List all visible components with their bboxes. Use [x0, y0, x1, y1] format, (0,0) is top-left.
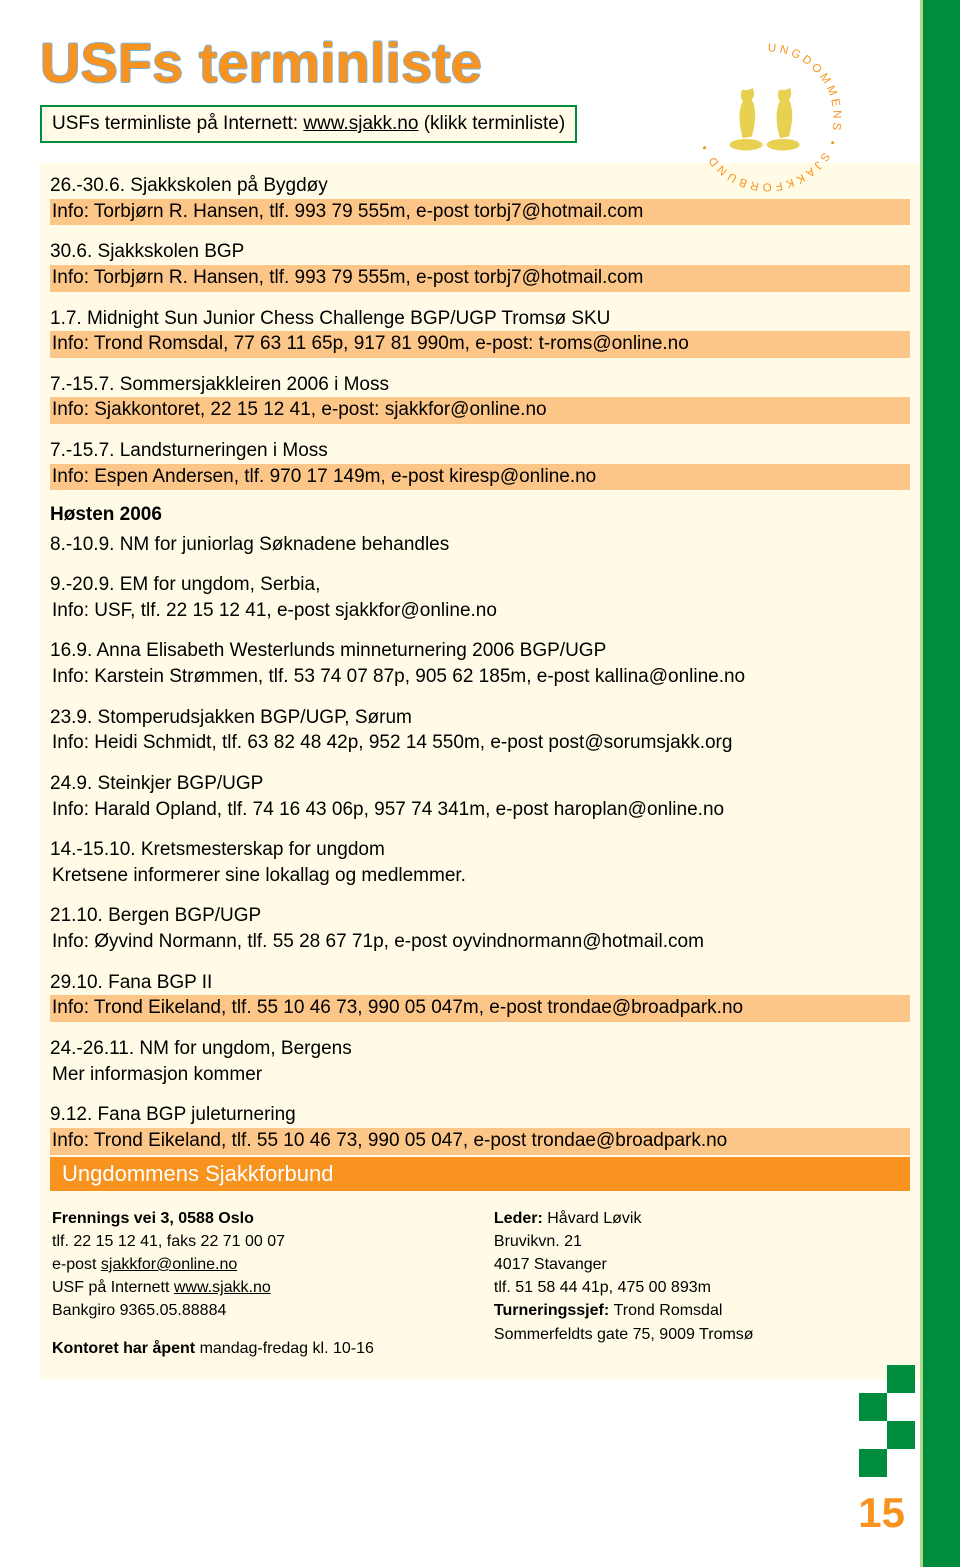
event-title: 14.-15.10. Kretsmesterskap for ungdom — [50, 837, 910, 863]
event-item: 9.-20.9. EM for ungdom, Serbia, Info: US… — [50, 572, 910, 624]
leader-name: Håvard Løvik — [547, 1210, 641, 1227]
event-item: 7.-15.7. Landsturneringen i Moss Info: E… — [50, 438, 910, 490]
footer-bank: Bankgiro 9365.05.88884 — [52, 1299, 374, 1322]
page-number: 15 — [858, 1489, 905, 1537]
event-item: 29.10. Fana BGP II Info: Trond Eikeland,… — [50, 970, 910, 1022]
event-title: 21.10. Bergen BGP/UGP — [50, 903, 910, 929]
event-info: Info: Sjakkontoret, 22 15 12 41, e-post:… — [50, 397, 910, 424]
event-title: 9.-20.9. EM for ungdom, Serbia, — [50, 572, 910, 598]
event-info: Info: Trond Romsdal, 77 63 11 65p, 917 8… — [50, 331, 910, 358]
page-title: USFs terminliste — [40, 30, 482, 95]
footer-band: Ungdommens Sjakkforbund — [50, 1157, 910, 1191]
event-title: 24.-26.11. NM for ungdom, Bergens — [50, 1036, 910, 1062]
event-title: 7.-15.7. Sommersjakkleiren 2006 i Moss — [50, 372, 910, 398]
event-info: Info: Torbjørn R. Hansen, tlf. 993 79 55… — [50, 265, 910, 292]
event-info: Info: Harald Opland, tlf. 74 16 43 06p, … — [50, 797, 910, 824]
event-info: Info: Heidi Schmidt, tlf. 63 82 48 42p, … — [50, 730, 910, 757]
footer-web-label: USF på Internett — [52, 1279, 174, 1296]
tournament-chief-label: Turneringssjef: — [494, 1302, 614, 1319]
event-title: 8.-10.9. NM for juniorlag Søknadene beha… — [50, 532, 910, 558]
event-item: 8.-10.9. NM for juniorlag Søknadene beha… — [50, 532, 910, 558]
event-info: Kretsene informerer sine lokallag og med… — [50, 863, 910, 890]
event-item: 30.6. Sjakkskolen BGP Info: Torbjørn R. … — [50, 239, 910, 291]
footer-right: Leder: Håvard Løvik Bruvikvn. 21 4017 St… — [494, 1207, 754, 1360]
event-item: 7.-15.7. Sommersjakkleiren 2006 i Moss I… — [50, 372, 910, 424]
right-bar — [920, 0, 960, 1567]
season-heading: Høsten 2006 — [50, 504, 910, 526]
footer: Frennings vei 3, 0588 Oslo tlf. 22 15 12… — [40, 1191, 920, 1380]
event-title: 7.-15.7. Landsturneringen i Moss — [50, 438, 910, 464]
footer-hours: mandag-fredag kl. 10-16 — [200, 1340, 374, 1357]
event-title: 9.12. Fana BGP juleturnering — [50, 1102, 910, 1128]
event-title: 1.7. Midnight Sun Junior Chess Challenge… — [50, 306, 910, 332]
footer-phone: tlf. 22 15 12 41, faks 22 71 00 07 — [52, 1230, 374, 1253]
event-info: Mer informasjon kommer — [50, 1062, 910, 1089]
internet-info-box: USFs terminliste på Internett: www.sjakk… — [40, 105, 577, 143]
event-info: Info: Karstein Strømmen, tlf. 53 74 07 8… — [50, 664, 910, 691]
event-title: 29.10. Fana BGP II — [50, 970, 910, 996]
event-item: 1.7. Midnight Sun Junior Chess Challenge… — [50, 306, 910, 358]
event-item: 16.9. Anna Elisabeth Westerlunds minnetu… — [50, 638, 910, 690]
tournament-chief-name: Trond Romsdal — [614, 1302, 723, 1319]
event-item: 24.-26.11. NM for ungdom, Bergens Mer in… — [50, 1036, 910, 1088]
event-item: 14.-15.10. Kretsmesterskap for ungdom Kr… — [50, 837, 910, 889]
leader-label: Leder: — [494, 1210, 547, 1227]
footer-hours-label: Kontoret har åpent — [52, 1340, 200, 1357]
event-item: 21.10. Bergen BGP/UGP Info: Øyvind Norma… — [50, 903, 910, 955]
internet-suffix: (klikk terminliste) — [418, 113, 565, 134]
event-item: 9.12. Fana BGP juleturnering Info: Trond… — [50, 1102, 910, 1154]
svg-text:UNGDOMMENS • SJAKKFORBUND •: UNGDOMMENS • SJAKKFORBUND • — [698, 42, 843, 192]
footer-email-label: e-post — [52, 1256, 101, 1273]
event-info: Info: Trond Eikeland, tlf. 55 10 46 73, … — [50, 995, 910, 1022]
event-title: 30.6. Sjakkskolen BGP — [50, 239, 910, 265]
leader-addr2: 4017 Stavanger — [494, 1253, 754, 1276]
leader-phone: tlf. 51 58 44 41p, 475 00 893m — [494, 1276, 754, 1299]
tournament-chief-addr: Sommerfeldts gate 75, 9009 Tromsø — [494, 1323, 754, 1346]
event-info: Info: Torbjørn R. Hansen, tlf. 993 79 55… — [50, 199, 910, 226]
event-info: Info: Øyvind Normann, tlf. 55 28 67 71p,… — [50, 929, 910, 956]
event-title: 24.9. Steinkjer BGP/UGP — [50, 771, 910, 797]
event-item: 24.9. Steinkjer BGP/UGP Info: Harald Opl… — [50, 771, 910, 823]
event-info: Info: Trond Eikeland, tlf. 55 10 46 73, … — [50, 1128, 910, 1155]
footer-web-link[interactable]: www.sjakk.no — [174, 1279, 271, 1296]
footer-left: Frennings vei 3, 0588 Oslo tlf. 22 15 12… — [52, 1207, 374, 1360]
event-item: 23.9. Stomperudsjakken BGP/UGP, Sørum In… — [50, 705, 910, 757]
usf-logo: UNGDOMMENS • SJAKKFORBUND • — [685, 35, 850, 200]
page-container: USFs terminliste UNGDOMMENS • SJAKKFORBU… — [0, 0, 960, 1567]
event-title: 16.9. Anna Elisabeth Westerlunds minnetu… — [50, 638, 910, 664]
event-info: Info: USF, tlf. 22 15 12 41, e-post sjak… — [50, 598, 910, 625]
footer-address: Frennings vei 3, 0588 Oslo — [52, 1207, 374, 1230]
events-list: 26.-30.6. Sjakkskolen på Bygdøy Info: To… — [40, 163, 920, 1191]
footer-email[interactable]: sjakkfor@online.no — [101, 1256, 237, 1273]
leader-addr1: Bruvikvn. 21 — [494, 1230, 754, 1253]
internet-link[interactable]: www.sjakk.no — [303, 113, 418, 134]
internet-prefix: USFs terminliste på Internett: — [52, 113, 303, 134]
event-info: Info: Espen Andersen, tlf. 970 17 149m, … — [50, 464, 910, 491]
event-title: 23.9. Stomperudsjakken BGP/UGP, Sørum — [50, 705, 910, 731]
